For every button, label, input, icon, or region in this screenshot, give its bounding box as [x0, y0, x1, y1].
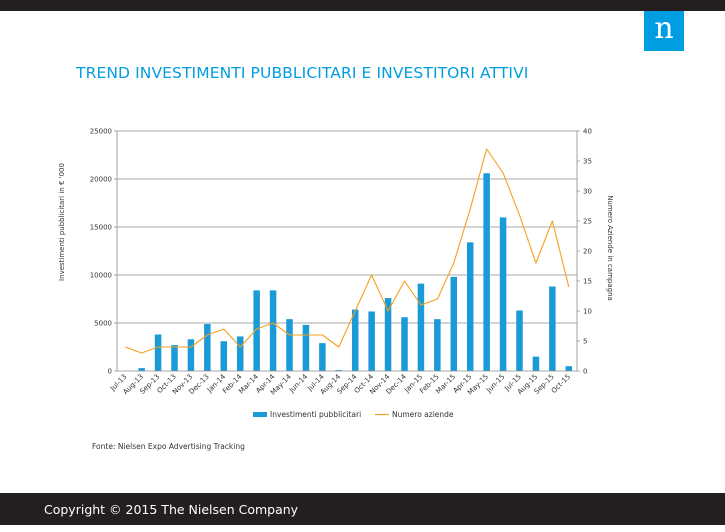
bar	[434, 319, 441, 371]
y-tick-label: 5000	[94, 320, 112, 328]
bar-series	[138, 173, 573, 371]
bar	[499, 217, 507, 371]
bar	[565, 366, 573, 371]
y2-tick-label: 20	[583, 248, 592, 256]
y2-axis-title: Numero Aziende in campagna	[606, 195, 614, 301]
y-tick-label: 25000	[90, 128, 112, 136]
x-tick-label: Jun-14	[287, 372, 310, 395]
page-title: TREND INVESTIMENTI PUBBLICITARI E INVEST…	[76, 64, 529, 82]
bar	[236, 336, 244, 371]
bar	[532, 356, 540, 371]
bar	[171, 345, 178, 371]
top-bar	[0, 0, 725, 11]
bar	[549, 286, 556, 371]
y2-tick-label: 0	[583, 368, 587, 376]
bar	[401, 317, 408, 371]
bar	[302, 324, 310, 371]
line-series	[125, 148, 570, 354]
bar	[138, 368, 145, 371]
bar	[253, 290, 260, 371]
y2-tick-label: 30	[583, 188, 592, 196]
bar	[351, 309, 359, 371]
bar	[450, 276, 458, 371]
y2-tick-label: 15	[583, 278, 592, 286]
y-tick-label: 0	[108, 368, 112, 376]
bar	[384, 298, 392, 371]
nielsen-logo: n	[644, 11, 684, 51]
bar	[417, 283, 425, 371]
bar	[204, 323, 211, 371]
bar	[368, 311, 375, 371]
bar	[319, 343, 326, 371]
legend-bar-label: Investimenti pubblicitari	[270, 410, 361, 419]
y2-tick-label: 25	[583, 218, 592, 226]
bar	[335, 370, 343, 371]
logo-letter: n	[654, 11, 674, 46]
legend-line-label: Numero aziende	[392, 410, 454, 419]
y-tick-label: 15000	[90, 224, 112, 232]
bar	[466, 242, 474, 371]
bar	[154, 334, 162, 371]
y-tick-label: 10000	[90, 272, 112, 280]
footer-bar: Copyright © 2015 The Nielsen Company	[0, 493, 725, 525]
bar	[187, 339, 195, 371]
chart: 0 5000 10000 15000 20000 25000 0 5 10 15 20 25 30 35 4…	[58, 128, 614, 420]
numero-aziende-line	[125, 148, 570, 354]
bar	[220, 341, 228, 371]
source-note: Fonte: Nielsen Expo Advertising Tracking	[92, 442, 245, 451]
legend: Investimenti pubblicitari Numero aziende	[253, 410, 454, 419]
y2-tick-label: 35	[583, 158, 592, 166]
y-axis-title: Investimenti pubblicitari in € '000	[58, 163, 66, 281]
bar	[269, 290, 277, 371]
bar	[483, 173, 490, 371]
axes	[114, 130, 580, 372]
bar	[516, 310, 523, 371]
y2-tick-label: 10	[583, 308, 592, 316]
y2-tick-label: 40	[583, 128, 592, 136]
y-tick-label: 20000	[90, 176, 112, 184]
copyright-text: Copyright © 2015 The Nielsen Company	[44, 502, 299, 517]
grid-lines	[117, 130, 577, 324]
bar	[286, 319, 293, 371]
legend-bar-swatch	[253, 412, 267, 417]
y2-tick-label: 5	[583, 338, 587, 346]
